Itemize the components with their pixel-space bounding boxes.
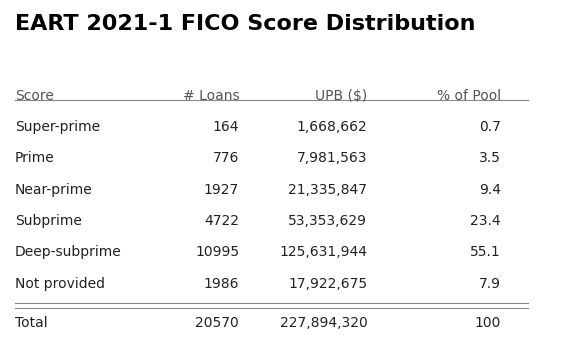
Text: 3.5: 3.5	[479, 151, 501, 165]
Text: Score: Score	[15, 89, 54, 103]
Text: 227,894,320: 227,894,320	[280, 316, 367, 330]
Text: 4722: 4722	[204, 214, 239, 228]
Text: 1986: 1986	[203, 277, 239, 291]
Text: 7,981,563: 7,981,563	[297, 151, 367, 165]
Text: EART 2021-1 FICO Score Distribution: EART 2021-1 FICO Score Distribution	[15, 14, 475, 34]
Text: Deep-subprime: Deep-subprime	[15, 245, 121, 259]
Text: 53,353,629: 53,353,629	[288, 214, 367, 228]
Text: Super-prime: Super-prime	[15, 120, 100, 134]
Text: Near-prime: Near-prime	[15, 183, 92, 197]
Text: 1927: 1927	[204, 183, 239, 197]
Text: 9.4: 9.4	[479, 183, 501, 197]
Text: 17,922,675: 17,922,675	[288, 277, 367, 291]
Text: Subprime: Subprime	[15, 214, 82, 228]
Text: 7.9: 7.9	[479, 277, 501, 291]
Text: % of Pool: % of Pool	[437, 89, 501, 103]
Text: 20570: 20570	[196, 316, 239, 330]
Text: Not provided: Not provided	[15, 277, 105, 291]
Text: 0.7: 0.7	[479, 120, 501, 134]
Text: 10995: 10995	[195, 245, 239, 259]
Text: 164: 164	[213, 120, 239, 134]
Text: 21,335,847: 21,335,847	[288, 183, 367, 197]
Text: Total: Total	[15, 316, 47, 330]
Text: 55.1: 55.1	[470, 245, 501, 259]
Text: 1,668,662: 1,668,662	[296, 120, 367, 134]
Text: UPB ($): UPB ($)	[315, 89, 367, 103]
Text: 776: 776	[213, 151, 239, 165]
Text: # Loans: # Loans	[182, 89, 239, 103]
Text: 125,631,944: 125,631,944	[279, 245, 367, 259]
Text: 23.4: 23.4	[470, 214, 501, 228]
Text: 100: 100	[474, 316, 501, 330]
Text: Prime: Prime	[15, 151, 55, 165]
